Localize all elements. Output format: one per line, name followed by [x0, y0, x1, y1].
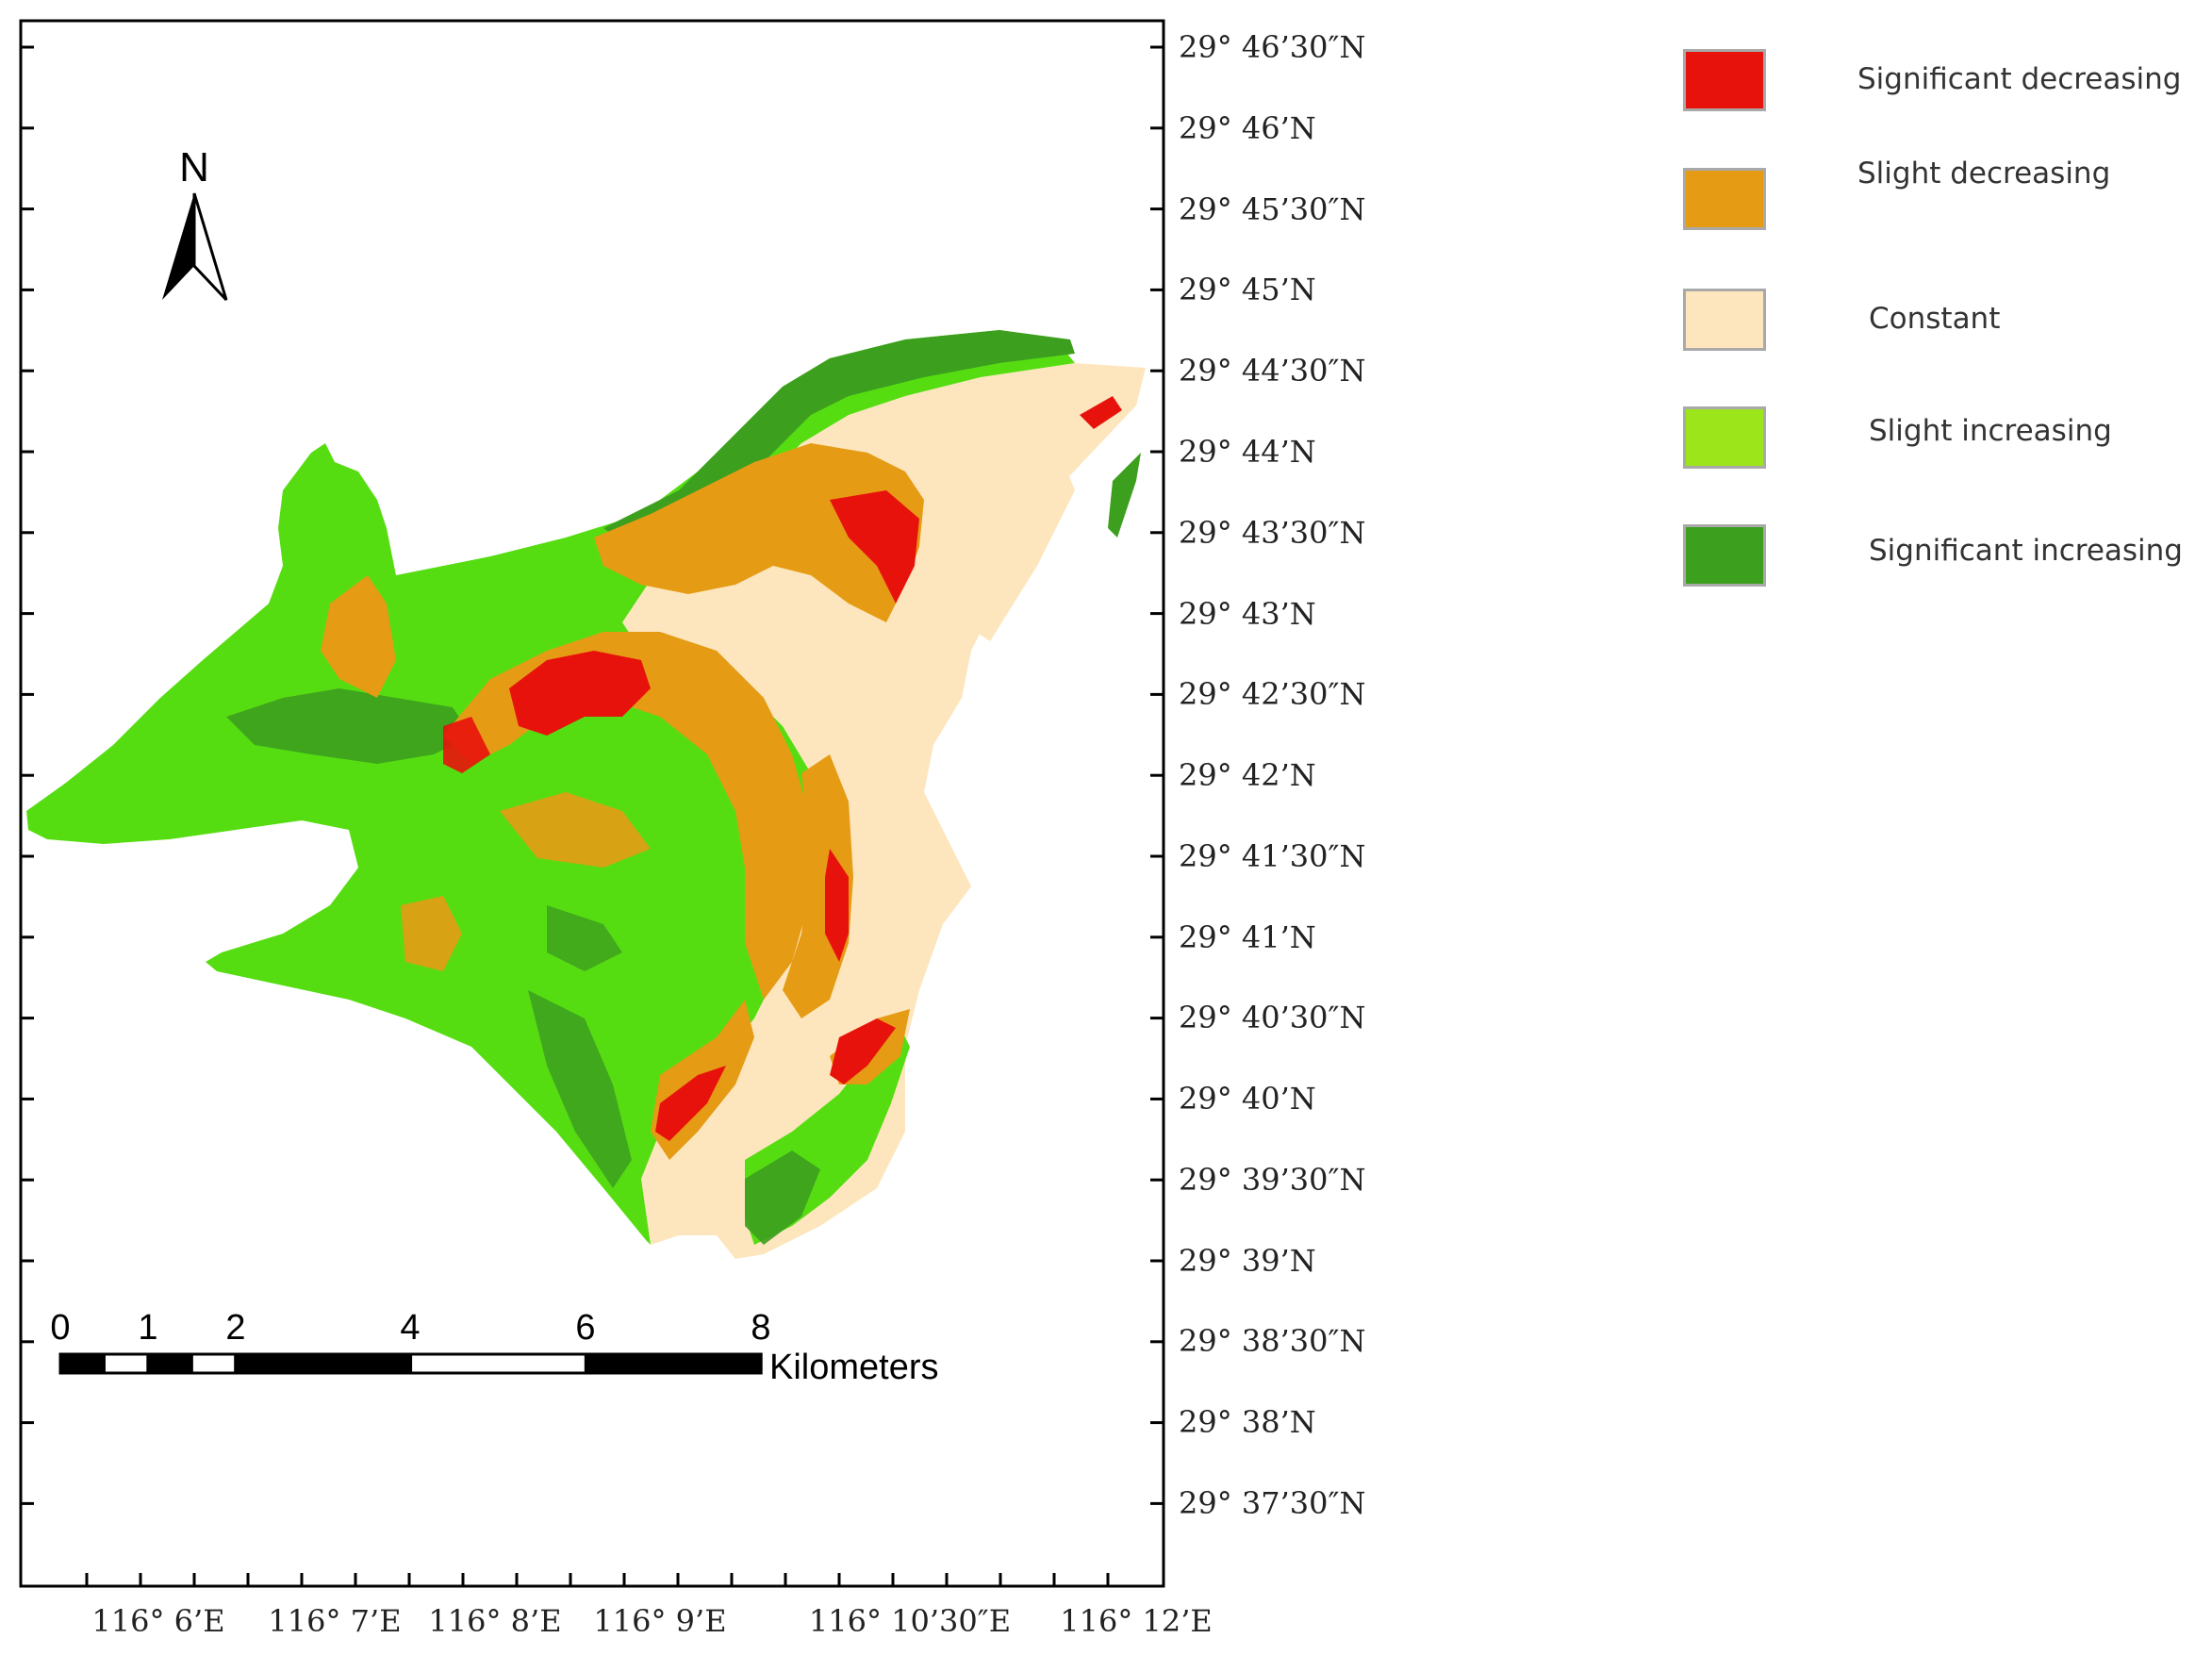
legend-swatch	[1683, 524, 1766, 587]
constant-strip-east	[962, 443, 1075, 641]
legend-label: Slight decreasing	[1857, 157, 2111, 190]
legend-swatch	[1683, 406, 1766, 469]
legend-label: Slight increasing	[1869, 414, 2112, 448]
latitude-labels: 29° 46’30″N 29° 46’N 29° 45’30″N 29° 45’…	[1179, 29, 1365, 1521]
lat-label: 29° 42’30″N	[1179, 676, 1365, 712]
lon-label: 116° 9’E	[593, 1603, 726, 1639]
scale-bar-segment	[146, 1352, 193, 1375]
lat-label: 29° 45’N	[1179, 272, 1316, 307]
significant-decreasing-southwest-strip	[655, 1066, 726, 1141]
legend-swatch	[1683, 289, 1766, 351]
scale-tick-label: 6	[575, 1308, 595, 1348]
legend-item-significant-decreasing: Significant decreasing	[1683, 49, 2211, 124]
map-frame	[19, 19, 1165, 1588]
significant-increasing-patch-south	[528, 990, 632, 1188]
significant-decreasing-center	[509, 651, 651, 736]
significant-decreasing-mid	[443, 717, 490, 773]
scale-tick-label: 4	[400, 1308, 420, 1348]
legend-label: Significant increasing	[1869, 534, 2183, 568]
slight-decreasing-north	[594, 443, 924, 622]
legend-swatch	[1683, 168, 1766, 230]
scale-bar-segments	[58, 1352, 763, 1375]
lat-label: 29° 42’N	[1179, 757, 1316, 793]
north-arrow-left-half	[162, 193, 194, 300]
north-arrow-right-half	[192, 192, 228, 302]
lat-label: 29° 46’30″N	[1179, 29, 1365, 65]
legend-label: Significant decreasing	[1857, 62, 2182, 96]
scale-unit-label: Kilometers	[769, 1348, 939, 1387]
legend-swatch	[1683, 49, 1766, 111]
slight-decreasing-central	[500, 792, 651, 868]
lat-label: 29° 43’N	[1179, 596, 1316, 632]
lat-label: 29° 39’30″N	[1179, 1162, 1365, 1198]
legend-item-slight-decreasing: Slight decreasing	[1683, 157, 2211, 243]
slight-increasing-area	[26, 330, 1075, 1245]
slight-decreasing-southwest	[401, 896, 462, 971]
lat-label: 29° 40’30″N	[1179, 1000, 1365, 1035]
north-label: N	[179, 144, 209, 190]
lat-label: 29° 38’N	[1179, 1404, 1316, 1440]
lat-label: 29° 41’30″N	[1179, 838, 1365, 874]
lat-label: 29° 39’N	[1179, 1243, 1316, 1279]
significant-increasing-east-sliver	[1108, 453, 1141, 538]
significant-increasing-patch-west	[226, 688, 471, 764]
lat-label: 29° 40’N	[1179, 1081, 1316, 1117]
significant-decreasing-south-island	[830, 1018, 896, 1084]
lat-label: 29° 44’N	[1179, 434, 1316, 470]
scale-bar-segment	[409, 1352, 587, 1375]
scale-bar-segment	[190, 1352, 238, 1375]
north-arrow: N	[162, 144, 228, 302]
slight-decreasing-west	[321, 575, 396, 698]
trend-classification-map	[26, 330, 1146, 1259]
lat-label: 29° 41’N	[1179, 919, 1316, 955]
lat-label: 29° 38’30″N	[1179, 1323, 1365, 1359]
legend-item-slight-increasing: Slight increasing	[1683, 406, 2211, 482]
significant-decreasing-northeast-tip	[1080, 396, 1122, 429]
lat-label: 29° 46’N	[1179, 110, 1316, 146]
lat-label: 29° 37’30″N	[1179, 1485, 1365, 1521]
scale-tick-label: 8	[751, 1308, 770, 1348]
legend-label: Constant	[1869, 302, 2001, 336]
scale-bar-segment	[102, 1352, 150, 1375]
lon-label: 116° 7’E	[268, 1603, 401, 1639]
longitude-labels: 116° 6’E 116° 7’E 116° 8’E 116° 9’E 116°…	[91, 1603, 1212, 1639]
lat-label: 29° 44’30″N	[1179, 353, 1365, 389]
significant-decreasing-north-east	[830, 490, 919, 604]
significant-decreasing-east-arc	[825, 849, 849, 962]
legend-item-constant: Constant	[1683, 289, 2211, 364]
significant-increasing-south-island	[745, 1150, 820, 1245]
scale-tick-label: 2	[225, 1308, 245, 1348]
scale-bar-segment	[58, 1352, 106, 1375]
lon-label: 116° 6’E	[91, 1603, 224, 1639]
frame-ticks	[21, 45, 1164, 1586]
scale-bar-segment	[584, 1352, 763, 1375]
legend-item-significant-increasing: Significant increasing	[1683, 524, 2211, 600]
significant-increasing-patch-central	[547, 905, 622, 971]
scale-tick-label: 0	[50, 1308, 70, 1348]
lon-label: 116° 8’E	[428, 1603, 561, 1639]
lon-label: 116° 12’E	[1060, 1603, 1213, 1639]
lat-label: 29° 43’30″N	[1179, 515, 1365, 551]
lon-label: 116° 10’30″E	[809, 1603, 1011, 1639]
scale-bar-segment	[234, 1352, 413, 1375]
lat-label: 29° 45’30″N	[1179, 191, 1365, 227]
scale-tick-label: 1	[138, 1308, 157, 1348]
scale-bar: 0 1 2 4 6 8 Kilometers	[50, 1308, 938, 1387]
